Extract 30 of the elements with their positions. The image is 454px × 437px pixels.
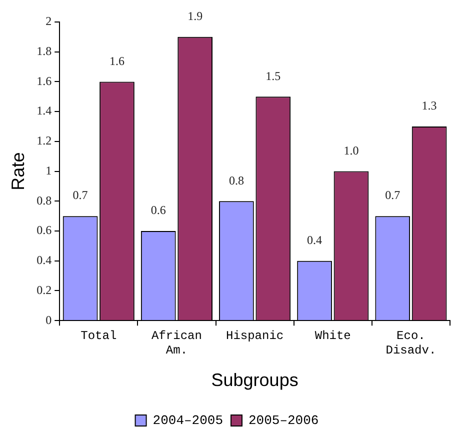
x-axis-title: Subgroups xyxy=(211,370,298,390)
data-label: 1.3 xyxy=(422,98,437,113)
data-label: 1.9 xyxy=(188,9,203,24)
y-tick-label: 1.4 xyxy=(36,104,52,118)
data-label: 1.6 xyxy=(109,54,124,68)
x-tick-label: Eco. Disadv. xyxy=(386,328,436,358)
x-tick-label: White xyxy=(314,328,351,343)
y-tick-label: 0 xyxy=(46,312,52,327)
data-label: 0.6 xyxy=(150,203,166,218)
data-label: 0.7 xyxy=(385,188,400,202)
y-tick-label: 0.2 xyxy=(36,282,52,297)
x-tick-label: Hispanic xyxy=(226,328,284,343)
y-tick-label: 2 xyxy=(46,14,52,28)
legend-label: 2004–2005 xyxy=(152,412,224,428)
y-tick-label: 0.8 xyxy=(36,193,52,208)
y-tick-label: 0.4 xyxy=(36,253,52,268)
y-tick-label: 1 xyxy=(46,163,52,178)
x-tick-label: Total xyxy=(80,328,117,343)
y-tick-label: 1.6 xyxy=(36,74,52,88)
data-label: 1.5 xyxy=(266,68,281,83)
data-label: 1.0 xyxy=(344,143,359,158)
legend-label: 2005–2006 xyxy=(248,412,319,428)
y-axis-title: Rate xyxy=(8,152,28,190)
y-tick-label: 1.8 xyxy=(36,44,52,58)
data-label: 0.4 xyxy=(307,233,322,248)
data-label: 0.7 xyxy=(72,188,88,202)
y-tick-label: 1.2 xyxy=(36,134,52,148)
y-tick-label: 0.6 xyxy=(36,223,52,238)
x-tick-label: African Am. xyxy=(152,328,202,358)
data-label: 0.8 xyxy=(228,173,244,188)
